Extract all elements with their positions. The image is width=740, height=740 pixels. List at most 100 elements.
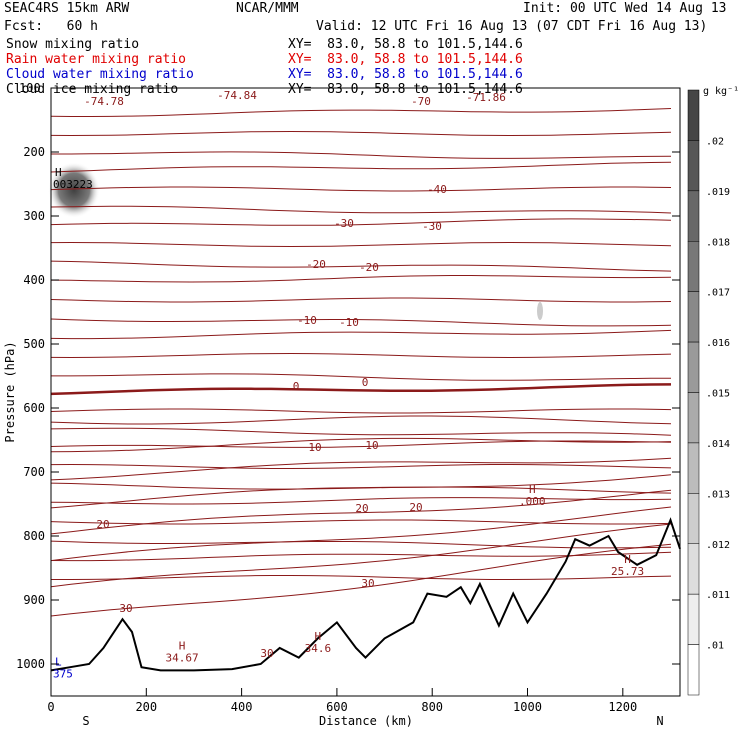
isotherm-line	[50, 523, 672, 588]
forecast-hour: Fcst: 60 h	[4, 19, 98, 34]
extremum-marker: H	[55, 166, 62, 179]
init-time: Init: 00 UTC Wed 14 Aug 13	[523, 1, 727, 16]
colorbar-swatch	[687, 493, 700, 545]
isotherm-line	[50, 540, 672, 549]
extremum-marker: H	[179, 640, 186, 653]
isotherm-line	[50, 408, 672, 414]
field-cloudwater-xy: XY= 83.0, 58.8 to 101.5,144.6	[288, 67, 523, 82]
terrain-surface-line	[50, 517, 681, 672]
isotherm-line	[50, 297, 672, 303]
isotherm-line	[50, 241, 672, 248]
x-tick-label: 1000	[513, 700, 542, 714]
isotherm-line	[50, 352, 672, 359]
extremum-value: .000	[519, 495, 546, 508]
isotherm-line	[50, 463, 672, 469]
isotherm-line	[50, 205, 672, 214]
x-tick-label: 1200	[608, 700, 637, 714]
y-tick-label: 100	[19, 81, 41, 95]
colorbar-swatch	[687, 442, 700, 494]
contour-label: -40	[427, 183, 447, 196]
field-snow-xy: XY= 83.0, 58.8 to 101.5,144.6	[288, 37, 523, 52]
contour-label: -10	[339, 316, 359, 329]
contour-label: -30	[334, 217, 354, 230]
x-axis-title: Distance (km)	[319, 714, 413, 728]
field-cloudice-name: Cloud ice mixing ratio	[6, 82, 179, 97]
y-tick-label: 1000	[16, 657, 45, 671]
extremum-value: 003223	[53, 178, 93, 191]
plot-frame	[50, 87, 681, 697]
colorbar-level: .012	[706, 540, 730, 551]
x-tick-label: 400	[231, 700, 253, 714]
colorbar-swatch	[687, 644, 700, 696]
x-tick-label: 600	[326, 700, 348, 714]
isotherm-line	[50, 329, 672, 340]
contour-label: 30	[361, 577, 374, 590]
model-title: SEAC4RS 15km ARW	[4, 1, 130, 16]
x-end-label-left: S	[82, 714, 89, 728]
isotherm-line	[51, 373, 671, 381]
contour-label: 30	[119, 602, 132, 615]
y-tick-label: 500	[23, 337, 45, 351]
y-tick-label: 400	[23, 273, 45, 287]
y-tick-label: 700	[23, 465, 45, 479]
colorbar-level: .017	[706, 288, 730, 299]
x-tick-label: 0	[47, 700, 54, 714]
colorbar-swatch	[687, 89, 700, 141]
isotherm-line	[50, 427, 672, 436]
y-tick-label: 900	[23, 593, 45, 607]
contour-label: 0	[293, 380, 300, 393]
colorbar-level: .013	[706, 489, 730, 500]
contour-label: -74.84	[217, 89, 257, 102]
x-end-label-right: N	[656, 714, 663, 728]
extremum-marker: H	[624, 553, 631, 566]
colorbar-level: .019	[706, 187, 730, 198]
colorbar-swatch	[687, 341, 700, 393]
isotherm-line	[50, 457, 672, 481]
field-cloudwater-name: Cloud water mixing ratio	[6, 67, 194, 82]
contour-label: 20	[409, 501, 422, 514]
contour-label: -30	[422, 220, 442, 233]
field-snow-name: Snow mixing ratio	[6, 37, 140, 52]
isotherm-line	[50, 497, 672, 505]
contour-label: -20	[359, 261, 379, 274]
colorbar-unit: g kg⁻¹	[703, 86, 739, 97]
isotherm-line	[50, 130, 672, 137]
isotherm-line	[50, 415, 672, 425]
isotherm-line	[50, 474, 672, 509]
isotherm-line	[50, 218, 672, 226]
y-tick-label: 800	[23, 529, 45, 543]
isotherm-line	[50, 519, 672, 525]
colorbar-level: .02	[706, 136, 724, 147]
colorbar-level: .01	[706, 641, 724, 652]
isotherm-line	[50, 551, 672, 562]
isotherm-line	[50, 489, 672, 535]
contour-label: -10	[297, 314, 317, 327]
colorbar-swatch	[687, 241, 700, 292]
isotherm-line	[50, 275, 672, 283]
contour-label: -71.86	[466, 91, 506, 104]
isotherm-line	[51, 575, 672, 580]
colorbar-swatch	[687, 291, 700, 343]
contour-label: 30	[260, 647, 273, 660]
isotherm-line	[50, 437, 672, 453]
colorbar-swatch	[687, 593, 700, 645]
colorbar-level: .015	[706, 389, 730, 400]
cloud-ice-shading	[48, 162, 100, 218]
colorbar-level: .011	[706, 590, 730, 601]
isotherm-line	[51, 151, 672, 159]
contour-label: 10	[308, 441, 321, 454]
valid-time: Valid: 12 UTC Fri 16 Aug 13 (07 CDT Fri …	[316, 19, 708, 34]
extremum-marker: H	[315, 630, 322, 643]
colorbar-swatch	[687, 543, 700, 595]
isotherm-line	[50, 186, 672, 192]
contour-label: 0	[362, 376, 369, 389]
colorbar-swatch	[687, 392, 700, 444]
colorbar-level: .014	[706, 439, 730, 450]
y-tick-label: 200	[23, 145, 45, 159]
isotherm-line	[50, 440, 672, 448]
y-tick-label: 300	[23, 209, 45, 223]
colorbar-level: .016	[706, 338, 730, 349]
contour-label: 20	[96, 518, 109, 531]
isotherm-line	[50, 161, 672, 173]
